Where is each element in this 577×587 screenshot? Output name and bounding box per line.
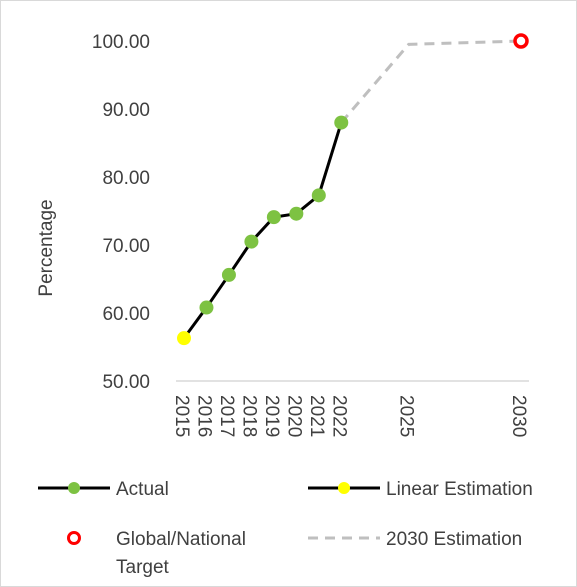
y-tick-label: 90.00 (102, 100, 150, 121)
actual-point (334, 115, 349, 130)
x-tick-label: 2020 (283, 395, 304, 437)
series-2030-estimation (340, 39, 522, 124)
x-tick-label: 2015 (171, 395, 192, 437)
legend-item-target: Global/National Target (67, 529, 246, 578)
series-points (177, 33, 529, 346)
y-tick-label: 70.00 (102, 236, 150, 257)
x-tick-label: 2018 (238, 395, 259, 437)
x-tick-labels: 2015 2016 2017 2018 2019 2020 2021 2022 2025 2030 (171, 395, 529, 437)
target-point (513, 33, 529, 49)
estimation-line (340, 39, 522, 124)
y-tick-label: 80.00 (102, 168, 150, 189)
x-tick-label: 2030 (508, 395, 529, 437)
x-tick-label: 2025 (396, 395, 417, 437)
x-tick-label: 2016 (193, 395, 214, 437)
legend: Actual Linear Estimation Global/National… (38, 479, 533, 578)
y-tick-labels: 50.00 60.00 70.00 80.00 90.00 100.00 (92, 32, 150, 393)
linear-estimation-point (177, 331, 191, 346)
actual-point (311, 188, 326, 203)
legend-item-estimation: 2030 Estimation (308, 529, 522, 550)
x-tick-label: 2021 (306, 395, 327, 437)
y-tick-label: 50.00 (102, 372, 150, 393)
legend-label-actual: Actual (116, 479, 169, 500)
actual-point (221, 267, 236, 282)
legend-label-target-line2: Target (116, 557, 170, 578)
actual-point (266, 210, 281, 225)
legend-label-target: Global/National (116, 529, 246, 550)
legend-label-linear: Linear Estimation (386, 479, 533, 500)
legend-item-linear: Linear Estimation (308, 479, 533, 500)
actual-point (199, 300, 214, 315)
x-tick-label: 2017 (216, 395, 237, 437)
actual-point (289, 206, 304, 221)
y-tick-label: 100.00 (92, 32, 150, 53)
legend-label-estimation: 2030 Estimation (386, 529, 522, 550)
legend-item-actual: Actual (38, 479, 169, 500)
actual-point (244, 234, 259, 249)
x-tick-label: 2019 (261, 395, 282, 437)
y-axis-title: Percentage (36, 199, 57, 296)
y-tick-label: 60.00 (102, 304, 150, 325)
x-tick-label: 2022 (328, 395, 349, 437)
